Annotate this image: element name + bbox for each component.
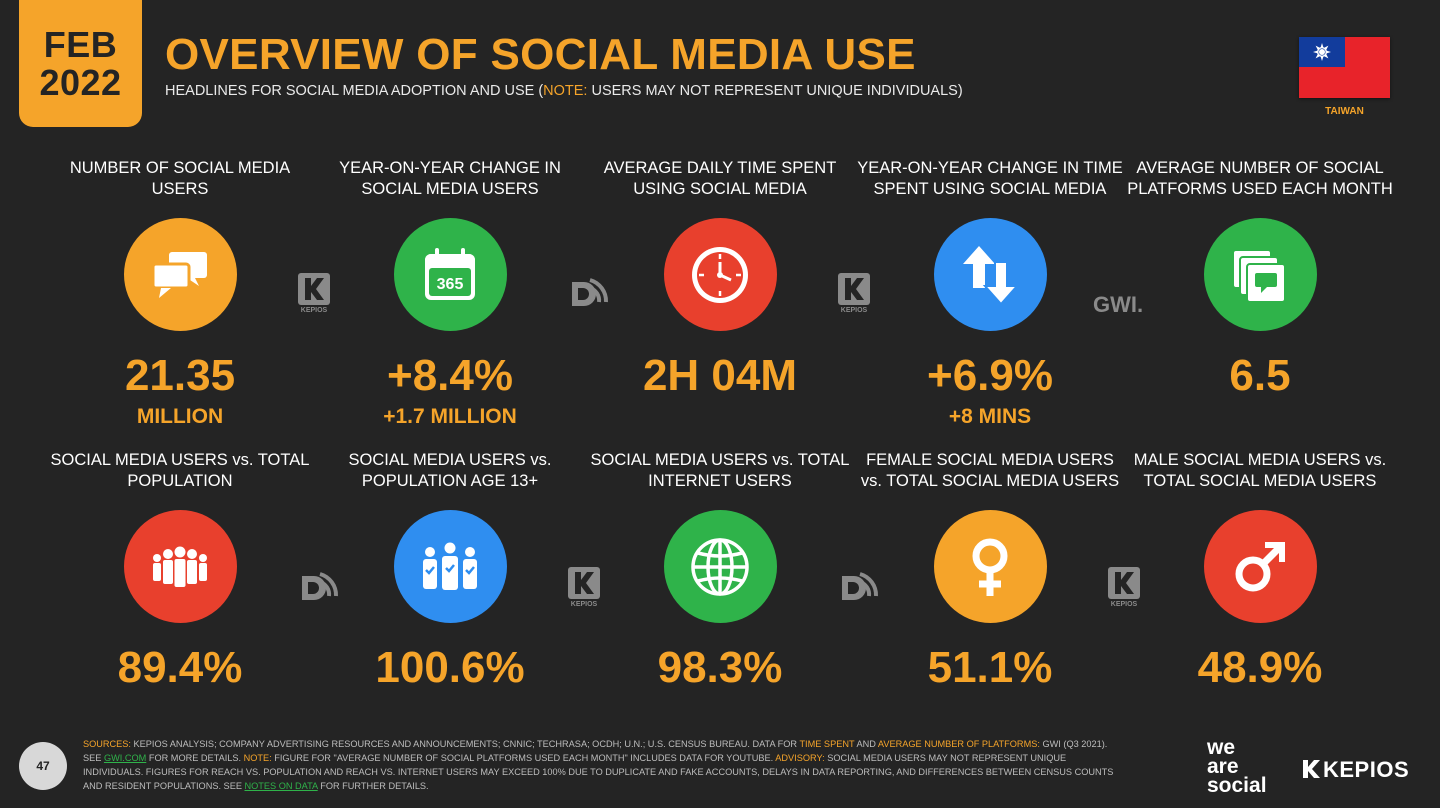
stat-label: SOCIAL MEDIA USERS vs. TOTAL INTERNET US…	[590, 451, 850, 490]
date-year: 2022	[39, 61, 122, 103]
stat-label: AVERAGE NUMBER OF SOCIAL PLATFORMS USED …	[1127, 159, 1393, 198]
stat-male-users: MALE SOCIAL MEDIA USERS vs. TOTAL SOCIAL…	[1125, 450, 1395, 691]
we-are-social-logo: we are social	[1207, 736, 1267, 797]
stat-yoy-change-time: YEAR-ON-YEAR CHANGE IN TIME SPENT USING …	[855, 158, 1125, 429]
stat-label: NUMBER OF SOCIAL MEDIA USERS	[69, 159, 291, 198]
stat-subvalue: +1.7 MILLION	[383, 405, 517, 428]
stat-value: 100.6%	[375, 643, 525, 692]
notes-on-data-link[interactable]: NOTES ON DATA	[244, 781, 318, 791]
checked-people-icon	[393, 510, 507, 623]
stat-vs-population-13plus: SOCIAL MEDIA USERS vs. POPULATION AGE 13…	[315, 450, 585, 691]
date-month: FEB	[43, 23, 118, 65]
stat-subvalue: +8 MINS	[948, 405, 1032, 428]
kepios-k-icon	[1302, 759, 1320, 779]
country-label: TAIWAN	[1325, 106, 1364, 117]
gwi-link[interactable]: GWI.COM	[103, 753, 147, 763]
footer-sources: SOURCES: KEPIOS ANALYSIS; COMPANY ADVERT…	[83, 739, 1114, 791]
datareportal-source-icon	[836, 566, 880, 606]
page-subtitle: HEADLINES FOR SOCIAL MEDIA ADOPTION AND …	[165, 83, 963, 99]
globe-icon	[663, 510, 777, 623]
taiwan-flag-icon	[1299, 37, 1390, 98]
stat-label: MALE SOCIAL MEDIA USERS vs. TOTAL SOCIAL…	[1133, 451, 1387, 490]
gwi-source-logo: GWI.	[1093, 292, 1144, 317]
stat-value: 6.5	[1229, 351, 1291, 400]
stat-label: FEMALE SOCIAL MEDIA USERS vs. TOTAL SOCI…	[860, 451, 1120, 490]
stat-label: SOCIAL MEDIA USERS vs. POPULATION AGE 13…	[348, 451, 552, 490]
page-title: OVERVIEW OF SOCIAL MEDIA USE	[165, 30, 916, 79]
datareportal-source-icon	[296, 566, 340, 606]
stat-label: YEAR-ON-YEAR CHANGE IN SOCIAL MEDIA USER…	[339, 159, 561, 198]
stat-female-users: FEMALE SOCIAL MEDIA USERS vs. TOTAL SOCI…	[855, 450, 1125, 691]
stat-value: +8.4%	[387, 351, 513, 400]
stat-label: SOCIAL MEDIA USERS vs. TOTAL POPULATION	[50, 451, 310, 490]
stat-value: 89.4%	[117, 643, 243, 692]
stat-label: AVERAGE DAILY TIME SPENT USING SOCIAL ME…	[603, 159, 837, 198]
up-down-arrows-icon	[933, 218, 1047, 331]
stacked-cards-icon	[1203, 218, 1317, 331]
datareportal-source-icon	[566, 272, 610, 312]
kepios-source-icon: KEPIOS	[566, 566, 602, 608]
stat-avg-platforms: AVERAGE NUMBER OF SOCIAL PLATFORMS USED …	[1125, 158, 1395, 405]
female-symbol-icon	[933, 510, 1047, 623]
stat-value: 48.9%	[1197, 643, 1323, 692]
stat-label: YEAR-ON-YEAR CHANGE IN TIME SPENT USING …	[857, 159, 1123, 198]
page-number: 47	[19, 742, 67, 790]
stat-social-media-users: NUMBER OF SOCIAL MEDIA USERS 21.35 MILLI…	[45, 158, 315, 429]
kepios-source-icon: KEPIOS	[1106, 566, 1142, 608]
stat-value: 2H 04M	[642, 351, 798, 400]
svg-text:365: 365	[437, 276, 464, 293]
calendar-365-icon: 365	[393, 218, 507, 331]
stat-value: 51.1%	[927, 643, 1053, 692]
stat-subvalue: MILLION	[136, 405, 224, 428]
stat-value: 21.35	[124, 351, 236, 400]
people-group-icon	[123, 510, 237, 623]
kepios-source-icon: KEPIOS	[296, 272, 332, 314]
stat-daily-time: AVERAGE DAILY TIME SPENT USING SOCIAL ME…	[585, 158, 855, 405]
kepios-logo: KEPIOS	[1302, 757, 1409, 783]
stat-value: 98.3%	[657, 643, 783, 692]
stat-vs-internet-users: SOCIAL MEDIA USERS vs. TOTAL INTERNET US…	[585, 450, 855, 691]
kepios-source-icon: KEPIOS	[836, 272, 872, 314]
stat-value: +6.9%	[927, 351, 1053, 400]
clock-icon	[663, 218, 777, 331]
stat-vs-total-population: SOCIAL MEDIA USERS vs. TOTAL POPULATION …	[45, 450, 315, 691]
speech-bubbles-icon	[123, 218, 237, 331]
stat-yoy-change-users: YEAR-ON-YEAR CHANGE IN SOCIAL MEDIA USER…	[315, 158, 585, 429]
date-badge: FEB 2022	[19, 0, 142, 127]
male-symbol-icon	[1203, 510, 1317, 623]
